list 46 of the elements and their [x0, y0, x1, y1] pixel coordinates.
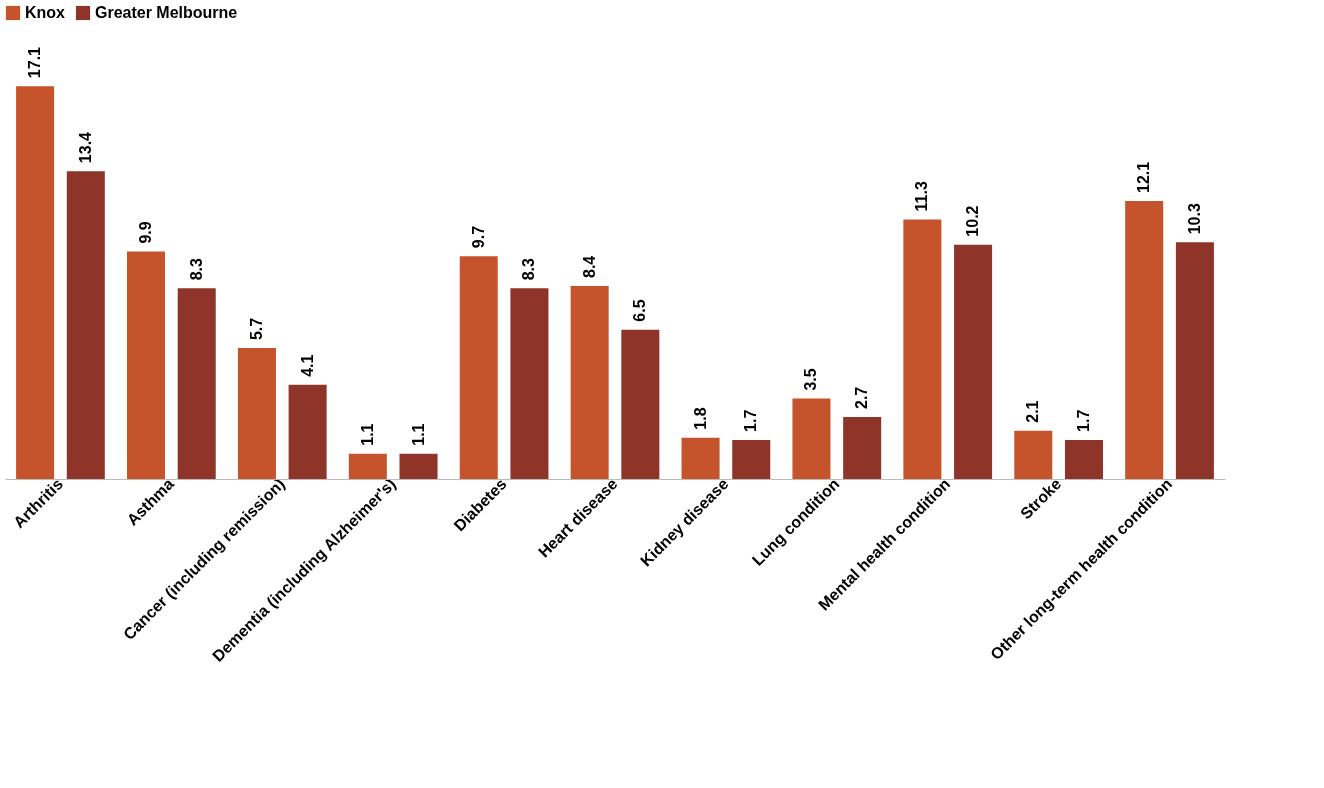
bar — [621, 329, 660, 479]
bar — [1175, 242, 1214, 479]
bar — [1125, 201, 1164, 479]
bar — [843, 416, 882, 479]
legend-label: Greater Melbourne — [95, 4, 238, 21]
bar — [459, 256, 498, 479]
data-label: 10.3 — [1185, 203, 1203, 235]
bar — [288, 384, 327, 479]
data-label: 5.7 — [247, 317, 265, 341]
bar — [732, 439, 771, 479]
bar — [510, 288, 549, 479]
data-label: 2.1 — [1024, 400, 1042, 423]
bar — [792, 398, 831, 479]
data-label: 3.5 — [802, 368, 820, 391]
data-label: 1.7 — [1074, 409, 1092, 432]
bar — [681, 437, 720, 479]
bar — [177, 288, 216, 479]
legend-label: Knox — [25, 4, 66, 21]
bar — [399, 453, 438, 479]
data-label: 9.7 — [469, 225, 487, 249]
bar — [348, 453, 387, 479]
data-label: 11.3 — [913, 181, 931, 212]
bar — [570, 286, 609, 479]
bar — [903, 219, 942, 479]
data-label: 1.8 — [691, 407, 709, 430]
bar — [66, 171, 105, 479]
data-label: 10.2 — [964, 205, 982, 237]
data-label: 1.1 — [409, 423, 427, 446]
bar — [954, 244, 993, 479]
bar — [1014, 430, 1053, 479]
data-label: 8.3 — [187, 257, 205, 281]
bar — [127, 251, 166, 479]
data-label: 1.7 — [742, 409, 760, 432]
data-label: 13.4 — [76, 131, 94, 164]
data-label: 9.9 — [137, 221, 155, 244]
bar — [237, 348, 276, 479]
data-label: 1.1 — [358, 423, 376, 446]
data-label: 12.1 — [1135, 161, 1153, 194]
data-label: 4.1 — [298, 354, 316, 377]
data-label: 17.1 — [26, 46, 44, 79]
data-label: 8.3 — [520, 257, 538, 281]
data-label: 8.4 — [580, 255, 598, 279]
data-label: 6.5 — [631, 299, 649, 322]
bar — [16, 86, 55, 479]
data-label: 2.7 — [853, 386, 871, 409]
bar — [1064, 439, 1103, 479]
